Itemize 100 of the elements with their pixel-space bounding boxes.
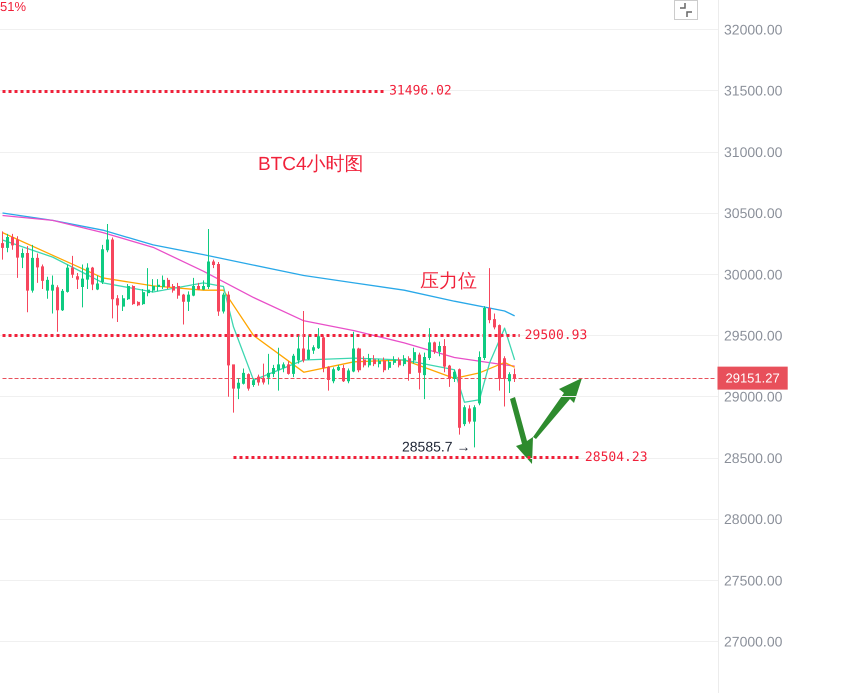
candlestick (11, 233, 14, 250)
candlestick (478, 350, 481, 406)
y-tick-label: 29000.00 (724, 388, 783, 405)
candlestick (453, 369, 456, 383)
y-tick-label: 27000.00 (724, 634, 783, 650)
candlestick (137, 300, 140, 307)
candlestick (503, 356, 506, 407)
candlestick (116, 294, 119, 323)
candlestick (217, 262, 220, 316)
candlestick (438, 341, 441, 357)
candlestick (292, 353, 295, 378)
candlestick (262, 363, 265, 385)
candlestick (287, 360, 290, 376)
line-series (2, 239, 516, 403)
candlestick (363, 356, 366, 368)
candlestick (91, 266, 94, 291)
candlestick (383, 357, 386, 373)
candlestick (106, 224, 109, 253)
candlestick (51, 274, 54, 314)
candlestick (373, 354, 376, 367)
candlestick (21, 248, 24, 269)
candlestick (26, 246, 29, 313)
candlestick (222, 292, 225, 314)
candlestick (388, 359, 391, 370)
candlestick (483, 306, 486, 360)
candlestick (327, 366, 330, 392)
candlestick (252, 378, 255, 388)
candlestick (317, 328, 320, 350)
y-tick-label: 31500.00 (724, 82, 783, 99)
ref-line-label: 31496.02 (389, 84, 452, 99)
candlestick (508, 372, 511, 394)
candlestick (257, 374, 260, 386)
line-series (2, 214, 516, 367)
candlestick (96, 274, 99, 291)
annotation: 51% (0, 0, 26, 14)
candlestick (398, 357, 401, 368)
candlestick (66, 264, 69, 294)
candlestick (192, 277, 195, 297)
ref-line-label: 28504.23 (584, 450, 648, 465)
candlestick (71, 255, 74, 278)
candlestick (418, 352, 421, 390)
candlestick (197, 282, 200, 291)
candlestick (86, 262, 89, 290)
ref-line-label: 29500.93 (524, 328, 588, 343)
candlestick (297, 334, 300, 364)
candlestick (242, 368, 245, 385)
candlestick (468, 404, 471, 424)
candlestick (493, 312, 496, 330)
y-tick-label: 32000.00 (724, 21, 783, 38)
candlestick (312, 344, 315, 354)
candlestick (277, 347, 280, 392)
candlestick (147, 268, 150, 297)
candlestick (162, 274, 165, 290)
candlestick (132, 284, 135, 306)
y-tick-label: 30500.00 (724, 205, 783, 222)
candlestick (463, 404, 466, 427)
candlestick (247, 372, 250, 392)
line-series (2, 212, 516, 317)
candlestick (101, 244, 104, 285)
candlestick (1, 230, 4, 260)
candlestick (408, 356, 411, 382)
candlestick (182, 293, 185, 325)
candlestick (16, 236, 19, 278)
candlestick (368, 353, 371, 368)
annotation: BTC4小时图 (258, 154, 364, 175)
candlestick (6, 233, 9, 253)
y-tick-label: 31000.00 (724, 144, 783, 160)
candlestick (307, 334, 310, 360)
candlestick (232, 364, 235, 414)
candlestick (403, 354, 406, 367)
candlestick (212, 259, 215, 269)
candlestick (378, 358, 381, 368)
candlestick (81, 264, 84, 308)
candlestick (448, 364, 451, 388)
candlestick (237, 378, 240, 400)
y-tick-label: 28500.00 (724, 450, 783, 466)
candlestick (282, 362, 285, 373)
candlestick (322, 334, 325, 373)
candlestick (488, 268, 491, 324)
candlestick (267, 353, 270, 385)
candlestick (46, 276, 49, 300)
candlestick (167, 277, 170, 290)
candlestick (352, 331, 355, 373)
candlestick (473, 404, 476, 448)
candlestick (122, 294, 125, 312)
candlestick (56, 284, 59, 332)
y-tick-label: 30000.00 (724, 266, 783, 282)
candlestick (142, 288, 145, 306)
candlestick (433, 341, 436, 354)
candlestick (227, 290, 230, 398)
candlestick (272, 364, 275, 378)
candlestick (428, 328, 431, 360)
candlestick (157, 278, 160, 292)
candlestick (342, 364, 345, 383)
annotation: 压力位 (420, 271, 477, 292)
candlestick (152, 278, 155, 294)
candlestick (423, 352, 426, 400)
candlestick (31, 244, 34, 294)
candlestick (41, 264, 44, 290)
candlestick (36, 252, 39, 284)
